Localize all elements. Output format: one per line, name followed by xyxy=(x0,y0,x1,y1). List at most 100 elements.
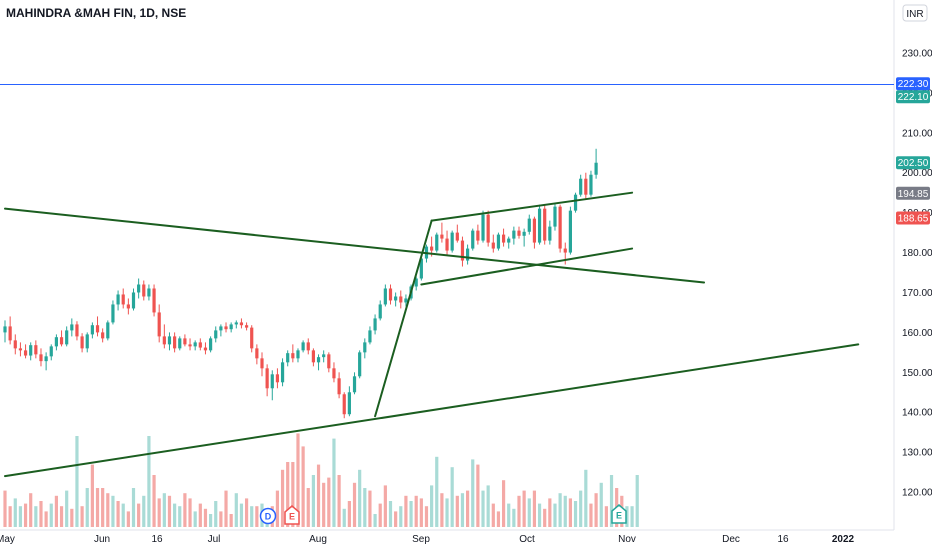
candlesticks xyxy=(3,148,598,419)
candle xyxy=(13,334,17,355)
trend-line[interactable] xyxy=(4,343,860,478)
volume-bar xyxy=(625,506,629,527)
candle-body xyxy=(414,278,418,287)
candle xyxy=(188,338,192,351)
candle-body xyxy=(435,234,439,251)
candle xyxy=(337,372,341,399)
currency-label: INR xyxy=(906,9,923,20)
volume-bar xyxy=(548,498,552,527)
volume-bar xyxy=(219,511,223,527)
candle xyxy=(116,290,120,311)
price-tag-bg xyxy=(896,186,930,200)
candle xyxy=(3,320,7,343)
earnings-marker[interactable]: E xyxy=(611,504,627,524)
candle-body xyxy=(594,162,598,175)
volume-bar xyxy=(90,464,94,527)
volume-bar xyxy=(286,462,290,527)
candle xyxy=(460,236,465,267)
time-tick-label: Sep xyxy=(412,534,430,545)
trend-line[interactable] xyxy=(374,219,433,418)
dividend-marker[interactable]: D xyxy=(259,507,277,525)
earnings-marker[interactable]: E xyxy=(284,505,300,525)
candle xyxy=(553,202,557,231)
candle-body xyxy=(440,234,444,239)
price-tags: 222.30 222.10 202.50 194.85 188.65 xyxy=(896,77,930,225)
candle-body xyxy=(517,230,521,236)
currency-button[interactable] xyxy=(902,4,928,22)
candle-body xyxy=(563,248,567,253)
candle xyxy=(394,292,398,307)
candle xyxy=(59,330,64,347)
candle-body xyxy=(90,325,94,335)
volume-bar xyxy=(106,493,110,527)
volume-bar xyxy=(8,506,12,527)
candle xyxy=(23,344,28,359)
candle xyxy=(507,236,511,249)
volume-bar xyxy=(198,503,202,527)
candle-body xyxy=(280,362,285,383)
volume-bar xyxy=(65,490,69,527)
candle xyxy=(363,338,367,359)
candle xyxy=(193,340,197,351)
candle-body xyxy=(54,337,58,347)
candle xyxy=(584,172,588,199)
candle-body xyxy=(558,206,562,249)
volume-bar xyxy=(358,469,362,527)
candle-body xyxy=(260,358,264,369)
candle-body xyxy=(23,350,28,356)
candle xyxy=(111,300,115,325)
volume-bar xyxy=(630,506,634,527)
candle-body xyxy=(131,292,136,309)
candle xyxy=(65,326,69,347)
candle-body xyxy=(137,284,141,293)
candle-body xyxy=(250,327,254,349)
trend-line[interactable] xyxy=(4,207,706,284)
price-tag-bg xyxy=(896,77,930,91)
candle xyxy=(265,364,269,397)
candle xyxy=(296,348,300,363)
candle xyxy=(229,322,233,333)
trend-lines[interactable] xyxy=(4,191,860,478)
candle xyxy=(501,228,506,247)
volume-bar xyxy=(250,506,254,527)
candle xyxy=(589,170,593,197)
candle-body xyxy=(476,230,480,241)
candle xyxy=(34,340,38,359)
candle-body xyxy=(106,322,110,339)
volume-bar xyxy=(3,490,7,527)
volume-bar xyxy=(594,493,598,527)
volume-bar xyxy=(460,493,465,527)
candle xyxy=(75,321,79,341)
volume-bar xyxy=(116,501,120,527)
volume-bar xyxy=(368,490,372,527)
volume-bar xyxy=(275,490,280,527)
candle xyxy=(183,334,187,347)
volume-bar xyxy=(229,514,233,527)
candle-body xyxy=(126,304,130,309)
candle-body xyxy=(291,353,295,359)
trend-line[interactable] xyxy=(430,191,634,222)
price-tick-label: 130.00 xyxy=(902,448,932,459)
volume-bar xyxy=(152,475,156,527)
time-tick-label: Nov xyxy=(618,534,636,545)
candle-body xyxy=(358,352,362,377)
candle xyxy=(95,316,100,337)
price-tag-label: 188.65 xyxy=(898,214,929,225)
candle xyxy=(435,232,439,253)
volume-bar xyxy=(29,493,33,527)
candle xyxy=(368,326,372,345)
candle xyxy=(80,333,84,353)
time-axis[interactable]: May Jun 16 Jul Aug Sep Oct Nov Dec 16 2022 xyxy=(0,534,855,545)
candle xyxy=(239,318,244,329)
candle xyxy=(471,228,475,251)
candle xyxy=(342,392,346,419)
candle-body xyxy=(579,178,583,195)
candle-body xyxy=(471,230,475,249)
candle xyxy=(167,332,172,351)
trend-line[interactable] xyxy=(420,247,634,286)
candle-body xyxy=(481,214,485,241)
volume-bar xyxy=(568,498,572,527)
volume-bar xyxy=(604,506,608,527)
